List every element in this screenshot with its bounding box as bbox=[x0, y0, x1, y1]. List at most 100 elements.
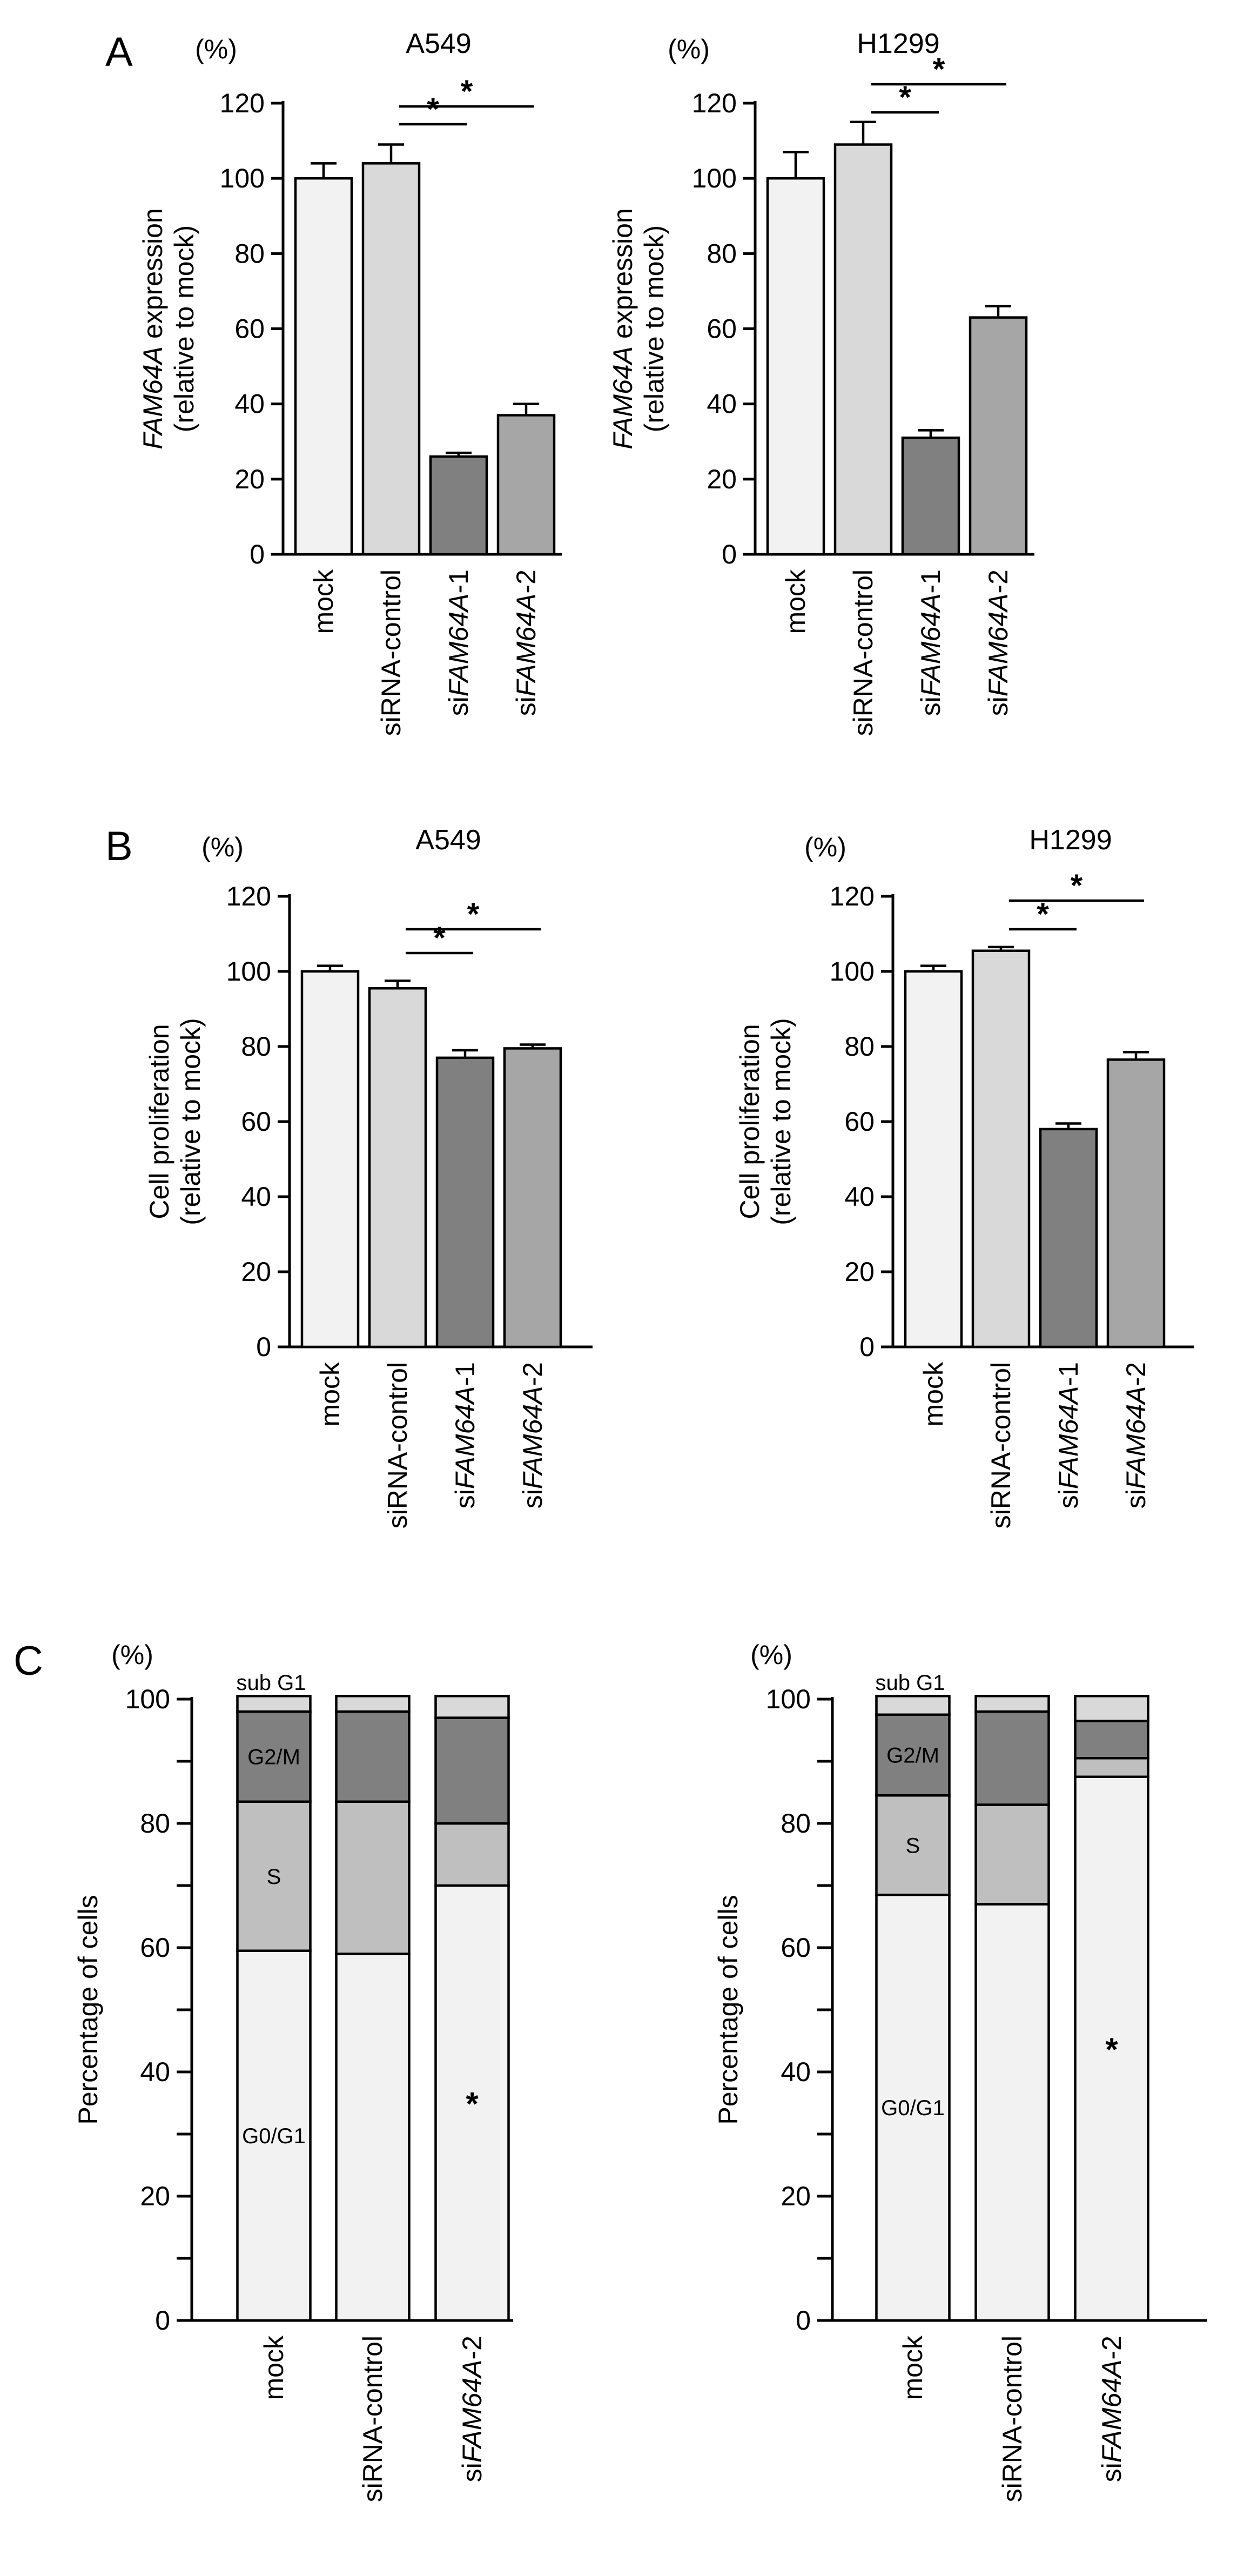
bar bbox=[766, 177, 825, 556]
y-tick-label: 120 bbox=[830, 881, 875, 911]
bar bbox=[1039, 1128, 1098, 1349]
category-label-prefix: si bbox=[457, 2463, 487, 2482]
category-label-prefix: si bbox=[511, 696, 541, 716]
category-label-gene: FAM64A bbox=[1097, 2359, 1127, 2463]
bar bbox=[435, 1056, 495, 1349]
category-label: mock bbox=[898, 2335, 928, 2400]
y-axis-label-gene: FAM64A bbox=[138, 346, 168, 450]
category-label: siFAM64A-2 bbox=[1121, 1362, 1151, 1508]
stacked-segment bbox=[236, 1710, 312, 1803]
category-label: mock bbox=[308, 569, 339, 634]
category-label: siRNA-control bbox=[848, 569, 878, 736]
category-label-suffix: mock bbox=[315, 1361, 345, 1426]
y-axis-label: Cell proliferation bbox=[735, 1024, 765, 1219]
y-axis-label-text: Cell proliferation bbox=[735, 1024, 765, 1219]
stacked-segment bbox=[875, 1695, 951, 1716]
stacked-segment bbox=[1074, 1720, 1149, 1760]
category-label-suffix: mock bbox=[781, 569, 811, 634]
y-tick-label: 0 bbox=[250, 539, 265, 569]
category-label: siRNA-control bbox=[997, 2336, 1027, 2502]
stacked-segment bbox=[434, 1884, 510, 2322]
chart-b1: A549 (%) Cell proliferation (relative to mo… bbox=[144, 824, 593, 1528]
stacked-segment bbox=[434, 1822, 510, 1887]
bar bbox=[300, 970, 360, 1349]
y-axis-label-text: expression bbox=[138, 208, 168, 346]
y-tick-label: 100 bbox=[125, 1684, 170, 1714]
significance-star: * bbox=[1071, 868, 1083, 903]
category-label: siFAM64A-1 bbox=[450, 1362, 480, 1508]
bar bbox=[361, 162, 421, 556]
category-label: siRNA-control bbox=[986, 1362, 1016, 1528]
y-unit-label: (%) bbox=[804, 832, 846, 862]
category-label-suffix: siRNA-control bbox=[382, 1362, 413, 1528]
y-tick-label: 20 bbox=[707, 464, 737, 494]
y-tick-label: 0 bbox=[256, 1332, 271, 1362]
y-tick-label: 80 bbox=[140, 1808, 170, 1839]
chart-a1: A549 (%) FAM64A expression (relative to moc… bbox=[138, 28, 562, 736]
y-tick-label: 60 bbox=[140, 1933, 170, 1963]
category-label-gene: FAM64A bbox=[1121, 1386, 1151, 1489]
chart-title: A549 bbox=[415, 824, 481, 856]
category-label: mock bbox=[781, 569, 811, 634]
y-tick-label: 100 bbox=[766, 1684, 811, 1714]
stacked-segment bbox=[875, 1713, 951, 1797]
significance-star: * bbox=[467, 897, 480, 932]
bar bbox=[1106, 1058, 1166, 1349]
significance-star: * bbox=[461, 74, 473, 109]
stacked-segment bbox=[335, 1953, 411, 2322]
category-label-gene: FAM64A bbox=[450, 1386, 480, 1489]
category-label-gene: FAM64A bbox=[517, 1386, 548, 1489]
stacked-segment bbox=[335, 1695, 411, 1713]
category-label-gene: FAM64A bbox=[1053, 1386, 1084, 1489]
error-bar bbox=[985, 305, 1011, 318]
category-label-suffix: siRNA-control bbox=[358, 2336, 388, 2502]
bar bbox=[833, 143, 893, 556]
chart-b2: H1299 (%) Cell proliferation (relative to m… bbox=[735, 824, 1194, 1528]
error-bar bbox=[988, 945, 1014, 951]
y-axis-label: FAM64A expression bbox=[608, 208, 638, 450]
category-label: siFAM64A-2 bbox=[457, 2336, 487, 2482]
bar bbox=[901, 437, 960, 556]
y-tick-label: 60 bbox=[844, 1106, 875, 1137]
category-label-suffix: -1 bbox=[916, 569, 946, 593]
category-label-suffix: -2 bbox=[1097, 2336, 1127, 2359]
stacked-segment bbox=[974, 1695, 1050, 1713]
segment-label: G0/G1 bbox=[881, 2096, 945, 2120]
category-label-suffix: -2 bbox=[1121, 1362, 1151, 1386]
significance-star: * bbox=[1037, 897, 1049, 932]
error-bar bbox=[317, 964, 343, 971]
category-label-suffix: -1 bbox=[450, 1362, 480, 1386]
y-tick-label: 0 bbox=[722, 539, 737, 569]
error-bar bbox=[850, 120, 876, 145]
error-bar bbox=[783, 151, 809, 179]
category-label-prefix: si bbox=[983, 696, 1013, 716]
category-label: siFAM64A-2 bbox=[1097, 2336, 1127, 2482]
stacked-segment bbox=[236, 1800, 312, 1952]
significance-star: * bbox=[899, 80, 911, 115]
chart-a2: H1299 (%) FAM64A expression (relative to mo… bbox=[608, 28, 1034, 736]
significance-star: * bbox=[466, 2086, 479, 2122]
error-bar bbox=[311, 162, 337, 179]
y-tick-label: 100 bbox=[692, 163, 737, 193]
y-tick-label: 60 bbox=[234, 314, 265, 344]
y-tick-label: 20 bbox=[844, 1257, 875, 1287]
category-label-gene: FAM64A bbox=[983, 593, 1013, 696]
stacked-segment bbox=[434, 1716, 510, 1825]
stacked-segment bbox=[335, 1710, 411, 1803]
y-axis-label-line2: (relative to mock) bbox=[176, 1018, 206, 1225]
bar bbox=[368, 987, 427, 1349]
chart-c2: (%) Percentage of cells 0 20 40 60 80 100 mock si… bbox=[713, 1640, 1207, 2502]
y-axis-label: Percentage of cells bbox=[73, 1895, 103, 2124]
bar bbox=[904, 970, 963, 1349]
category-label-suffix: -2 bbox=[511, 569, 541, 593]
y-axis-label-text: expression bbox=[608, 208, 638, 346]
category-label-suffix: -1 bbox=[1053, 1362, 1084, 1386]
category-label-prefix: si bbox=[450, 1489, 480, 1508]
category-label-suffix: mock bbox=[898, 2335, 928, 2400]
category-label: mock bbox=[315, 1361, 345, 1426]
charts: A549 (%) FAM64A expression (relative to moc… bbox=[73, 28, 1207, 2502]
y-tick-label: 100 bbox=[220, 163, 265, 193]
bar bbox=[429, 455, 488, 556]
category-label-suffix: siRNA-control bbox=[848, 569, 878, 736]
chart-title: H1299 bbox=[857, 28, 939, 59]
